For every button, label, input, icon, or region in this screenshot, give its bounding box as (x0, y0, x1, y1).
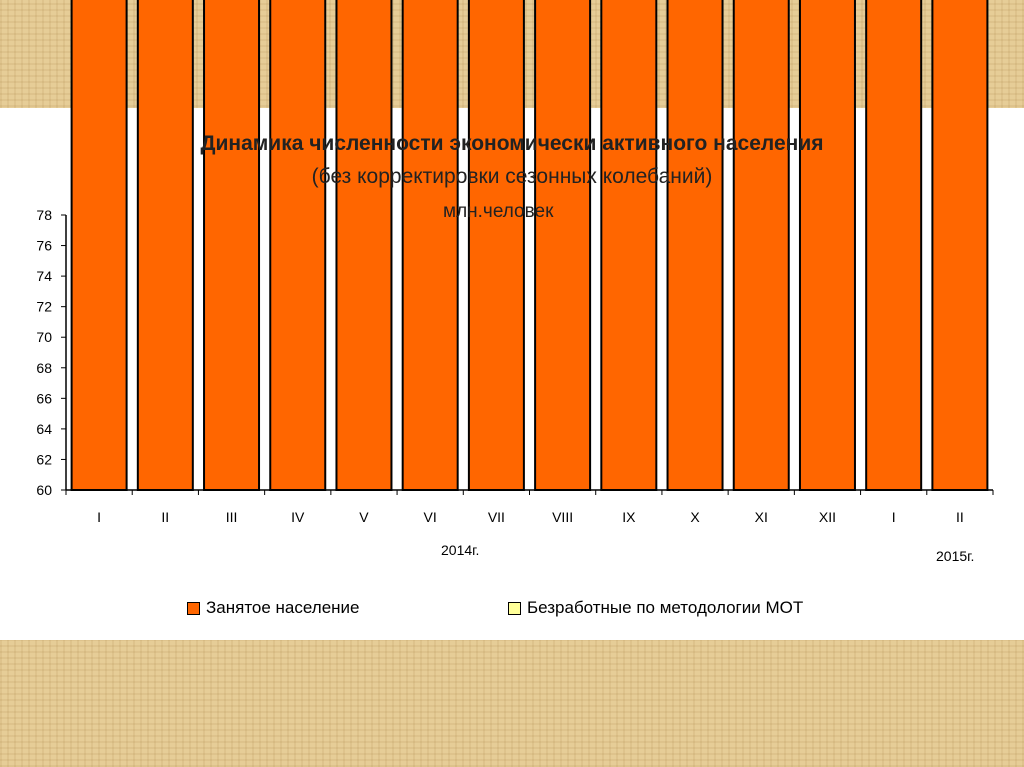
bar-employed (269, 0, 327, 491)
y-tick-label: 62 (36, 451, 52, 467)
bar-employed (401, 0, 459, 491)
legend-swatch-unemployed (508, 601, 521, 615)
x-tick-label: VII (488, 509, 505, 525)
y-tick-label: 68 (36, 360, 52, 376)
bar-employed (798, 0, 856, 492)
legend-item-unemployed: Безработные по методологии МОТ (508, 598, 803, 618)
bar-employed (70, 0, 128, 491)
x-tick-label: III (226, 509, 238, 525)
legend-label: Безработные по методологии МОТ (527, 598, 804, 617)
y-tick-label: 70 (36, 329, 52, 345)
x-tick-label: VI (424, 509, 437, 525)
x-tick-label: IX (622, 509, 636, 525)
y-tick-label: 64 (36, 421, 52, 437)
bar-employed (136, 0, 194, 491)
y-tick-label: 76 (36, 238, 52, 254)
year-label-2014: 2014г. (441, 542, 480, 558)
bar-employed (600, 0, 658, 491)
bar-employed (666, 0, 724, 491)
x-tick-label: IV (291, 509, 305, 525)
x-tick-label: II (956, 509, 964, 525)
x-tick-label: V (359, 509, 369, 525)
legend-label: Занятое население (206, 598, 360, 617)
bar-employed (335, 0, 393, 491)
y-tick-label: 60 (36, 482, 52, 498)
year-label-2015: 2015г. (936, 548, 975, 564)
x-tick-label: XII (819, 509, 836, 525)
y-tick-label: 74 (36, 268, 52, 284)
bar-employed (865, 0, 923, 491)
bar-employed (534, 0, 592, 491)
x-tick-label: X (690, 509, 700, 525)
chart-subtitle: (без корректировки сезонных колебаний) (311, 165, 713, 188)
y-tick-label: 72 (36, 299, 52, 315)
bar-employed (732, 0, 790, 491)
x-tick-label: I (892, 509, 896, 525)
legend-swatch-employed (187, 601, 200, 615)
legend-item-employed: Занятое население (187, 598, 360, 618)
y-tick-label: 66 (36, 390, 52, 406)
x-tick-label: XI (755, 509, 768, 525)
bar-employed (931, 0, 989, 492)
y-tick-label: 78 (36, 207, 52, 223)
x-tick-label: VIII (552, 509, 573, 525)
bar-employed (467, 0, 525, 492)
y-axis-label: млн.человек (443, 201, 554, 222)
x-tick-label: I (97, 509, 101, 525)
chart-title: Динамика численности экономически активн… (200, 132, 824, 155)
x-tick-label: II (161, 509, 169, 525)
bar-employed (203, 0, 261, 491)
